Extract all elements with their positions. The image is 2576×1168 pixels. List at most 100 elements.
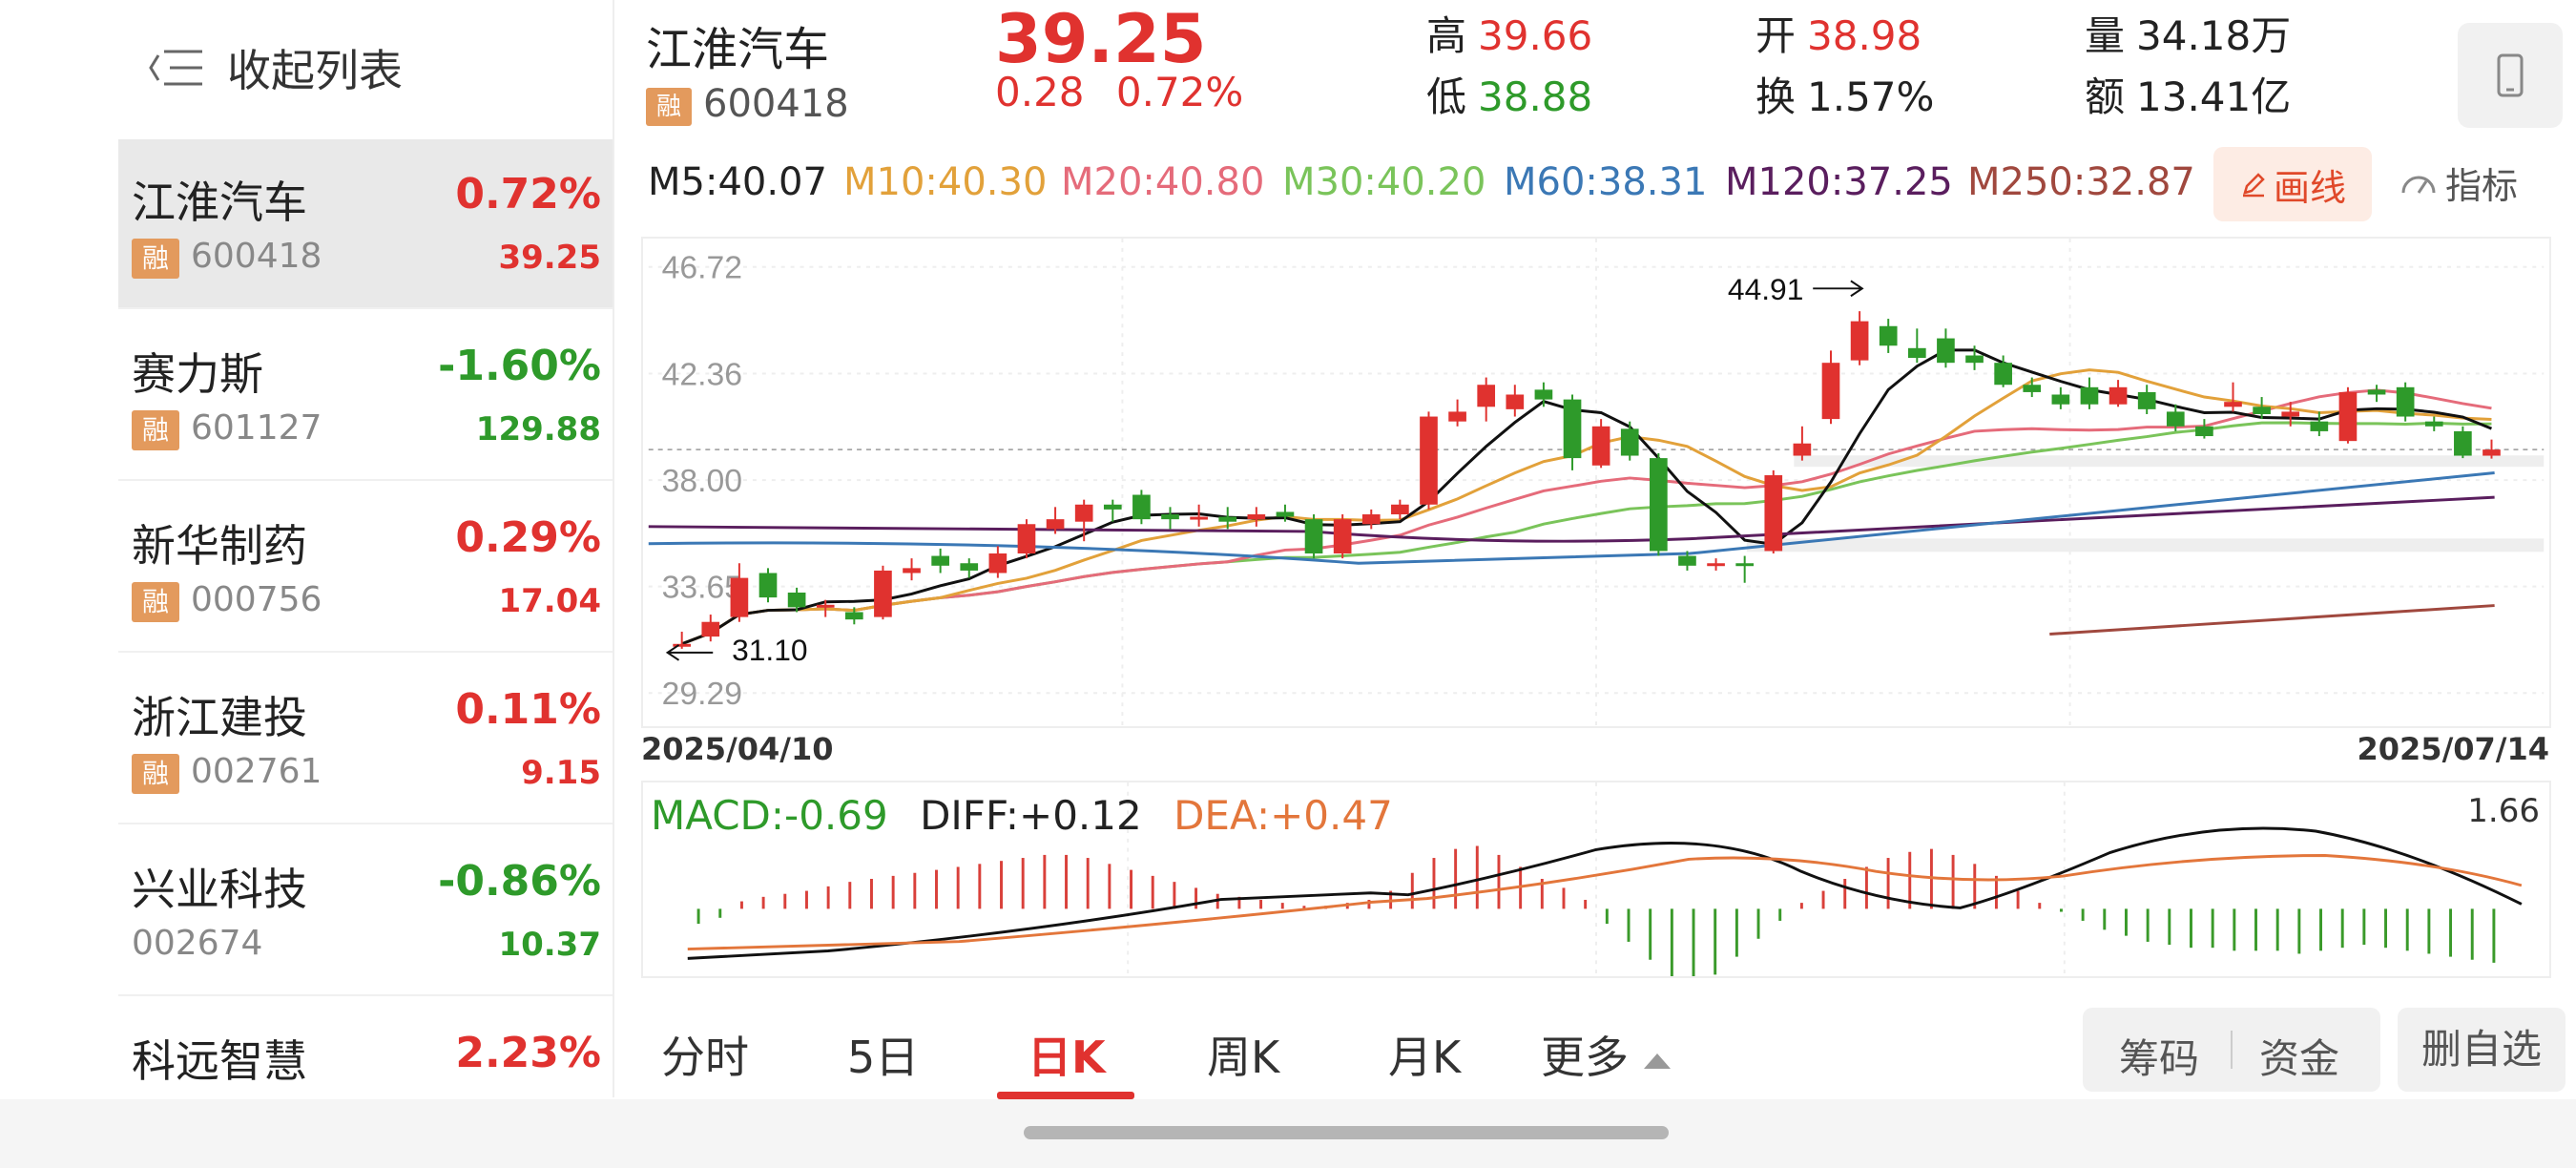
chip-button[interactable]: 筹码 [2119,1035,2200,1082]
candle [1304,514,1323,559]
candle [2310,411,2329,437]
ma-value: M250:32.87 [1967,160,2195,204]
ma-value: M5:40.07 [648,160,827,204]
remove-watchlist-button[interactable]: 删自选 [2398,1008,2566,1092]
indicator-button[interactable]: 指标 [2399,156,2518,209]
candle [1937,328,1955,368]
fund-button[interactable]: 资金 [2259,1035,2340,1082]
support-band [1794,455,2545,468]
ma-value: M60:38.31 [1504,160,1708,204]
candle [673,631,692,649]
macd-chart[interactable] [641,781,2551,978]
candle [1678,551,1696,571]
stock-code: 600418 [703,82,849,126]
candle [2253,397,2271,420]
candle [1477,377,1496,422]
turnover-stat: 换 1.57% [1755,73,1935,120]
item-name: 科远智慧 [132,1035,307,1087]
candle [1793,426,1812,461]
candle [988,546,1008,578]
arrow-right-icon [1813,280,1864,298]
collapse-list-button[interactable]: 收起列表 [147,34,403,101]
item-percent: 0.11% [455,685,601,734]
candle [2137,385,2156,414]
candle [1620,421,1639,461]
tab-intraday[interactable]: 分时 [661,1032,749,1083]
collapse-list-label: 收起列表 [227,45,403,96]
candle [730,563,749,622]
gauge-icon [2401,176,2436,194]
ma-value: M20:40.80 [1061,160,1265,204]
amount-stat: 额 13.41亿 [2085,73,2292,120]
candle [1650,452,1668,556]
watchlist-item[interactable]: 江淮汽车 0.72% 融 600418 39.25 [118,139,613,309]
draw-line-button[interactable]: 画线 [2213,147,2372,221]
item-code: 000756 [191,580,322,619]
candle [1276,504,1295,522]
item-percent: 0.72% [455,170,601,219]
y-tick-label: 38.00 [662,463,742,499]
end-date-label: 2025/07/14 [2357,731,2550,767]
candle [2224,382,2242,412]
watchlist-item[interactable]: 新华制药 0.29% 融 000756 17.04 [118,483,613,653]
change-value: 0.28 [995,69,1085,115]
moving-average-legend: M5:40.07 M10:40.30 M20:40.80 M30:40.20 M60:3… [615,143,2576,229]
watchlist-item[interactable]: 赛力斯 -1.60% 融 601127 129.88 [118,311,613,481]
candle [1534,382,1553,407]
active-tab-indicator [997,1092,1134,1099]
item-name: 赛力斯 [132,348,263,400]
period-tabs: 分时 5日 日K 周K 月K 更多 筹码 资金 删自选 [615,996,2576,1101]
watchlist-sidebar: 收起列表 江淮汽车 0.72% 融 600418 39.25 赛力斯 -1.60% 融 6011… [118,0,614,1097]
watchlist-item[interactable]: 兴业科技 -0.86% 002674 10.37 [118,826,613,996]
candle [874,565,892,620]
y-tick-label: 46.72 [662,250,742,286]
item-percent: 0.29% [455,513,601,562]
tab-daily-k[interactable]: 日K [1028,1032,1106,1083]
ma250-line [2049,604,2495,636]
item-name: 浙江建投 [132,692,307,743]
candle [2483,439,2501,459]
tab-monthly-k[interactable]: 月K [1388,1032,1462,1083]
candle [2454,426,2472,459]
ma-value: M10:40.30 [843,160,1048,204]
watchlist-item[interactable]: 科远智慧 2.23% [118,998,613,1097]
candle [2051,386,2070,409]
candle [1591,419,1610,469]
candle [2396,382,2415,422]
candle [1994,355,2012,387]
item-name: 兴业科技 [132,864,307,915]
candle [2338,386,2358,444]
dea-value: DEA:+0.47 [1174,792,1393,839]
candle [1132,490,1151,525]
item-name: 新华制药 [132,520,307,572]
item-code: 600418 [191,237,322,276]
candle [1103,499,1122,522]
tab-more-label: 更多 [1541,1032,1629,1083]
caret-up-icon [1644,1053,1671,1069]
ma-line [681,388,2492,646]
item-code: 002674 [132,924,263,963]
candle [1735,555,1755,583]
macd-value: MACD:-0.69 [651,792,888,839]
candle [1391,499,1409,520]
tab-more[interactable]: 更多 [1541,1023,1671,1086]
y-tick-label: 33.65 [662,569,742,605]
kline-chart[interactable]: 46.72 42.36 38.00 33.65 29.29 44.91 31.10 [641,237,2551,728]
candle [1046,507,1065,534]
margin-badge: 融 [132,239,179,279]
y-tick-label: 42.36 [662,356,742,392]
candle [701,615,720,642]
candle [903,558,921,581]
item-name: 江淮汽车 [132,177,307,228]
tab-5day[interactable]: 5日 [847,1032,920,1083]
support-band [1746,538,2545,553]
candle [931,548,949,574]
tab-weekly-k[interactable]: 周K [1207,1032,1280,1083]
landscape-toggle-button[interactable] [2458,23,2563,128]
item-percent: -0.86% [438,857,601,906]
candle [2109,380,2128,407]
chip-fund-group: 筹码 资金 [2083,1008,2380,1092]
watchlist-item[interactable]: 浙江建投 0.11% 融 002761 9.15 [118,655,613,824]
home-indicator[interactable] [1024,1126,1669,1139]
candle [2080,377,2099,409]
